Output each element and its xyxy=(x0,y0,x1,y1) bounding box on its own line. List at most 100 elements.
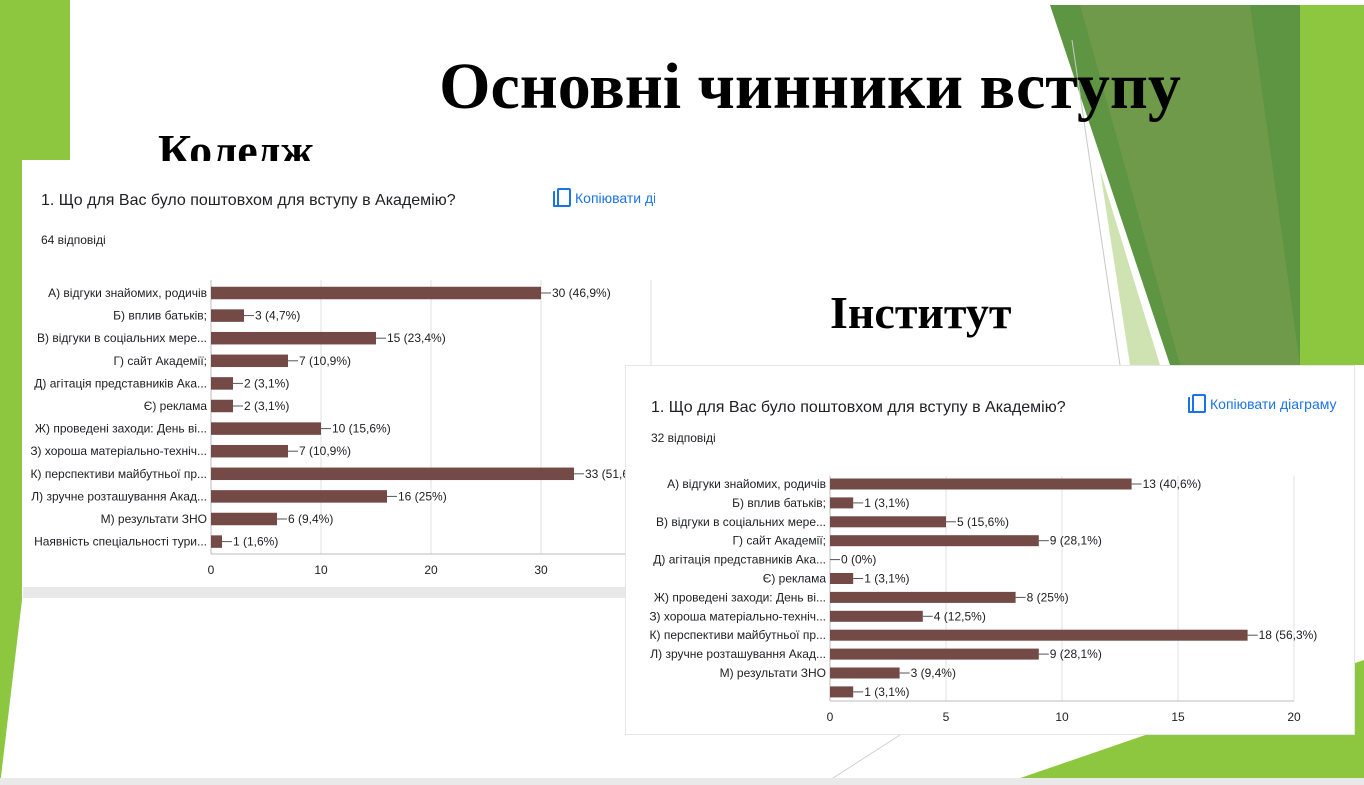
chart-question: 1. Що для Вас було поштовхом для вступу … xyxy=(651,399,1066,416)
slide-bottom-rule xyxy=(0,778,1364,785)
left-green-triangle xyxy=(0,0,70,785)
bar xyxy=(211,354,288,368)
copy-chart-label: Копіювати діаграму xyxy=(575,190,655,206)
category-label: Г) сайт Академії; xyxy=(114,354,208,368)
category-label: Л) зручне розташування Акад... xyxy=(31,489,207,503)
copy-chart-button[interactable]: Копіювати діаграму xyxy=(553,188,655,208)
institute-label: Інститут xyxy=(830,287,1012,338)
bar xyxy=(211,331,376,345)
data-label: 13 (40,6%) xyxy=(1143,477,1202,491)
category-label: В) відгуки в соціальних мере... xyxy=(37,331,207,345)
category-label: Є) реклама xyxy=(763,572,827,586)
category-label: Б) вплив батьків; xyxy=(732,496,826,510)
category-label: К) перспективи майбутньої пр... xyxy=(650,628,826,642)
bar xyxy=(211,444,288,458)
data-label: 1 (3,1%) xyxy=(864,496,909,510)
bar xyxy=(211,512,277,526)
data-label: 9 (28,1%) xyxy=(1050,647,1102,661)
category-label: Д) агітація представників Ака... xyxy=(653,553,826,567)
data-label: 15 (23,4%) xyxy=(387,331,446,345)
college-bar-chart: 0 10 20 30 А) відгуки знайомих, родичів 30 (4… xyxy=(30,280,652,577)
bar xyxy=(830,667,900,679)
category-label: З) хороша матеріально-техніч... xyxy=(30,444,207,458)
x-tick-label: 20 xyxy=(1287,710,1301,724)
bar xyxy=(830,516,946,528)
chart-question: 1. Що для Вас було поштовхом для вступу … xyxy=(41,192,456,209)
x-tick-label: 5 xyxy=(943,710,950,724)
bar xyxy=(830,591,1016,603)
copy-icon xyxy=(1188,394,1206,414)
right-pale-green-wedge xyxy=(1100,170,1160,365)
category-label: Наявність спеціальності тури... xyxy=(34,535,207,549)
copy-icon xyxy=(553,188,571,208)
data-label: 1 (3,1%) xyxy=(864,572,909,586)
bar xyxy=(830,686,854,698)
data-label: 4 (12,5%) xyxy=(934,609,986,623)
slide-title: Основні чинники вступу xyxy=(439,50,1181,123)
x-tick-label: 15 xyxy=(1171,710,1185,724)
data-label: 3 (4,7%) xyxy=(255,309,300,323)
institute-bar-chart: 0 5 10 15 20 А) відгуки знайомих, родичів 13 (… xyxy=(649,476,1318,724)
category-label: А) відгуки знайомих, родичів xyxy=(48,286,207,300)
category-label: М) результати ЗНО xyxy=(101,512,207,526)
card-bottom-strip xyxy=(23,587,655,598)
category-label: Ж) проведені заходи: День ві... xyxy=(654,590,826,604)
bar xyxy=(830,648,1039,660)
x-tick-label: 10 xyxy=(314,563,328,577)
bar xyxy=(830,610,923,622)
diagonal-thin-line xyxy=(1071,39,1121,366)
bar xyxy=(211,399,233,413)
x-tick-label: 0 xyxy=(827,710,834,724)
data-label: 1 (1,6%) xyxy=(233,535,278,549)
category-label: Д) агітація представників Ака... xyxy=(34,376,207,390)
bar xyxy=(830,478,1132,490)
right-olive-band xyxy=(1080,5,1300,365)
bar xyxy=(211,286,541,300)
data-label: 16 (25%) xyxy=(398,489,447,503)
category-label: В) відгуки в соціальних мере... xyxy=(656,515,826,529)
data-label: 10 (15,6%) xyxy=(332,422,391,436)
data-label: 18 (56,3%) xyxy=(1259,628,1318,642)
category-label: М) результати ЗНО xyxy=(720,666,826,680)
copy-chart-button[interactable]: Копіювати діаграму xyxy=(1188,394,1337,414)
category-label: А) відгуки знайомих, родичів xyxy=(667,477,826,491)
data-label: 0 (0%) xyxy=(841,553,876,567)
data-label: 7 (10,9%) xyxy=(299,354,351,368)
bar xyxy=(211,490,387,503)
category-label: Л) зручне розташування Акад... xyxy=(650,647,826,661)
bar xyxy=(211,309,244,322)
x-tick-label: 30 xyxy=(534,563,548,577)
college-chart-card: 1. Що для Вас було поштовхом для вступу … xyxy=(23,161,655,598)
institute-chart-card: 1. Що для Вас було поштовхом для вступу … xyxy=(625,365,1355,735)
category-label: Г) сайт Академії; xyxy=(733,534,827,548)
data-label: 2 (3,1%) xyxy=(244,399,289,413)
x-tick-label: 10 xyxy=(1055,710,1069,724)
bar xyxy=(211,467,574,481)
bar xyxy=(830,497,854,509)
copy-chart-label: Копіювати діаграму xyxy=(1210,396,1337,412)
data-label: 3 (9,4%) xyxy=(911,666,956,680)
data-label: 8 (25%) xyxy=(1027,590,1069,604)
response-count: 32 відповіді xyxy=(651,431,716,445)
category-label: Ж) проведені заходи: День ві... xyxy=(35,422,207,436)
category-label: З) хороша матеріально-техніч... xyxy=(649,609,826,623)
x-tick-label: 20 xyxy=(424,563,438,577)
data-label: 6 (9,4%) xyxy=(288,512,333,526)
bar xyxy=(211,535,222,548)
category-label: Б) вплив батьків; xyxy=(113,309,207,323)
data-label: 1 (3,1%) xyxy=(864,685,909,699)
x-tick-label: 0 xyxy=(208,563,215,577)
diagonal-thin-line-2 xyxy=(829,734,901,781)
bar xyxy=(211,377,233,390)
bar xyxy=(830,535,1039,547)
data-label: 5 (15,6%) xyxy=(957,515,1009,529)
data-label: 9 (28,1%) xyxy=(1050,534,1102,548)
data-label: 2 (3,1%) xyxy=(244,376,289,390)
right-light-green-triangle xyxy=(1300,5,1364,365)
category-label: Є) реклама xyxy=(144,399,208,413)
bar xyxy=(830,629,1248,641)
response-count: 64 відповіді xyxy=(41,233,106,247)
bar xyxy=(830,573,854,584)
category-label: К) перспективи майбутньої пр... xyxy=(31,467,207,481)
data-label: 30 (46,9%) xyxy=(552,286,611,300)
